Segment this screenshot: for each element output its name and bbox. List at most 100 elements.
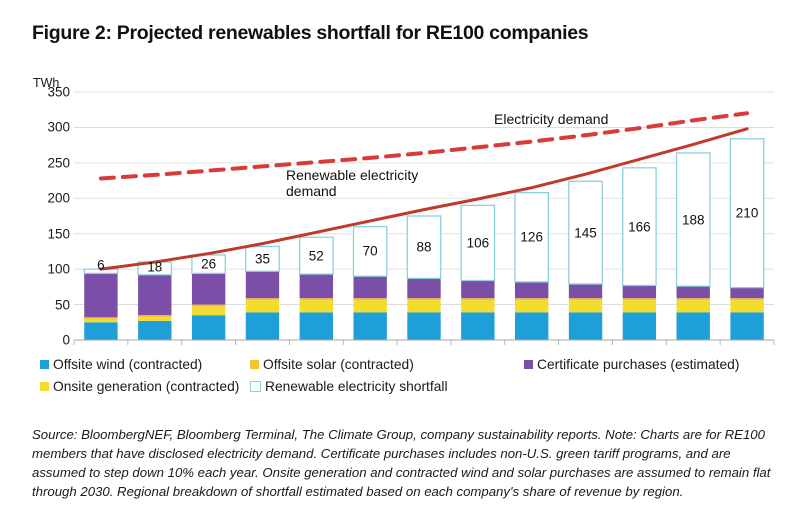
bar-segment[interactable] xyxy=(622,312,657,340)
bar-segment[interactable] xyxy=(675,152,711,287)
bar-segment[interactable] xyxy=(461,312,495,340)
bar-segment[interactable] xyxy=(138,320,172,340)
legend-label-offsite-solar: Offsite solar (contracted) xyxy=(263,357,414,372)
bar-segment[interactable] xyxy=(730,300,764,313)
demand-line xyxy=(99,127,749,271)
bar-segment[interactable] xyxy=(406,215,442,280)
bar-segment[interactable] xyxy=(138,274,172,316)
legend-label-certificate-purchases: Certificate purchases (estimated) xyxy=(537,357,740,372)
bar-value-label: 52 xyxy=(308,248,324,264)
figure-title: Figure 2: Projected renewables shortfall… xyxy=(32,22,589,44)
legend-item-offsite-wind[interactable]: Offsite wind (contracted) xyxy=(40,357,202,372)
bar-segment[interactable] xyxy=(191,304,226,307)
bar-segment[interactable] xyxy=(245,312,280,340)
bar-segment[interactable] xyxy=(353,312,387,340)
bar-segment[interactable] xyxy=(730,298,764,301)
bar-segment[interactable] xyxy=(568,298,603,301)
bar-value-label: 210 xyxy=(735,205,759,221)
bar-segment[interactable] xyxy=(514,191,550,283)
chart-svg xyxy=(73,91,775,345)
y-axis-tick-label: 350 xyxy=(47,84,70,100)
bar-value-label: 18 xyxy=(147,259,163,275)
bar-segment[interactable] xyxy=(245,298,280,301)
bar-segment[interactable] xyxy=(245,245,280,272)
bar-segment[interactable] xyxy=(568,284,603,299)
bar-segment[interactable] xyxy=(84,317,118,320)
bar-segment[interactable] xyxy=(245,300,280,313)
annotation-renewable-demand-line1: Renewable electricity xyxy=(286,167,419,183)
bar-segment[interactable] xyxy=(84,273,118,318)
bar-segment[interactable] xyxy=(352,225,388,277)
bar-segment[interactable] xyxy=(461,298,495,301)
bar-segment[interactable] xyxy=(622,298,657,301)
bar-segment[interactable] xyxy=(676,312,710,340)
bar-segment[interactable] xyxy=(622,300,657,313)
bar-segment[interactable] xyxy=(568,312,603,340)
legend-swatch-offsite-solar xyxy=(250,360,259,369)
bar-segment[interactable] xyxy=(568,300,603,313)
bar-value-label: 26 xyxy=(201,256,217,272)
y-axis-tick-label: 300 xyxy=(47,119,70,135)
bar-segment[interactable] xyxy=(730,287,764,299)
bar-segment[interactable] xyxy=(407,278,441,299)
bar-value-label: 88 xyxy=(416,239,432,255)
bar-segment[interactable] xyxy=(460,204,496,282)
bar-segment[interactable] xyxy=(515,281,549,299)
bar-segment[interactable] xyxy=(191,273,226,305)
bar-segment[interactable] xyxy=(138,317,172,321)
bar-value-label: 188 xyxy=(681,212,705,228)
legend-swatch-offsite-wind xyxy=(40,360,49,369)
legend-label-renewable-shortfall: Renewable electricity shortfall xyxy=(265,379,448,394)
y-axis-tick-label: 150 xyxy=(47,226,70,242)
bar-segment[interactable] xyxy=(730,312,764,340)
bar-segment[interactable] xyxy=(568,180,603,285)
legend-swatch-onsite-generation xyxy=(40,382,49,391)
bar-value-label: 35 xyxy=(254,251,270,267)
bar-segment[interactable] xyxy=(299,300,333,313)
bar-segment[interactable] xyxy=(407,312,441,340)
bar-segment[interactable] xyxy=(676,298,710,301)
bar-segment[interactable] xyxy=(245,271,280,299)
y-axis-tick-labels: 0 50 100 150 200 250 300 350 xyxy=(24,85,70,348)
bar-segment[interactable] xyxy=(84,319,118,323)
bar-segment[interactable] xyxy=(353,298,387,301)
bar-segment[interactable] xyxy=(299,274,333,299)
bar-segment[interactable] xyxy=(138,315,172,318)
bar-segment[interactable] xyxy=(407,298,441,301)
legend-row-bottom: Onsite generation (contracted) Renewable… xyxy=(36,379,776,399)
bar-segment[interactable] xyxy=(299,298,333,301)
bar-value-label: 145 xyxy=(574,225,597,241)
bar-segment[interactable] xyxy=(461,300,495,313)
bar-segment[interactable] xyxy=(353,276,387,299)
bar-segment[interactable] xyxy=(298,236,334,275)
legend-item-onsite-generation[interactable]: Onsite generation (contracted) xyxy=(40,379,239,394)
annotation-electricity-demand: Electricity demand xyxy=(494,111,609,127)
legend-item-renewable-shortfall[interactable]: Renewable electricity shortfall xyxy=(250,379,448,394)
legend-item-certificate-purchases[interactable]: Certificate purchases (estimated) xyxy=(524,357,739,372)
bar-segment[interactable] xyxy=(515,312,549,340)
bars-group xyxy=(83,138,765,340)
bar-segment[interactable] xyxy=(299,312,333,340)
bar-segment[interactable] xyxy=(515,300,549,313)
bar-segment[interactable] xyxy=(191,315,226,340)
legend-label-onsite-generation: Onsite generation (contracted) xyxy=(53,379,240,394)
bar-value-label: 70 xyxy=(362,243,378,259)
legend-label-offsite-wind: Offsite wind (contracted) xyxy=(53,357,203,372)
bar-segment[interactable] xyxy=(729,138,765,289)
bar-segment[interactable] xyxy=(622,167,657,287)
bar-segment[interactable] xyxy=(407,300,441,313)
bar-segment[interactable] xyxy=(515,298,549,301)
bar-segment[interactable] xyxy=(84,322,118,340)
bar-segment[interactable] xyxy=(353,300,387,313)
bar-segment[interactable] xyxy=(622,285,657,299)
bar-segment[interactable] xyxy=(191,306,226,316)
bar-value-label: 106 xyxy=(466,235,490,251)
x-axis-ticks xyxy=(73,340,775,345)
bar-segment[interactable] xyxy=(676,300,710,313)
y-axis-tick-label: 50 xyxy=(54,297,70,313)
plot-area: 6 18 26 35 52 70 88 106 126 145 166 188 210 Electric… xyxy=(73,91,775,345)
y-axis-unit-label: TWh xyxy=(33,76,60,90)
legend-item-offsite-solar[interactable]: Offsite solar (contracted) xyxy=(250,357,414,372)
bar-segment[interactable] xyxy=(676,286,710,299)
bar-segment[interactable] xyxy=(461,280,495,299)
